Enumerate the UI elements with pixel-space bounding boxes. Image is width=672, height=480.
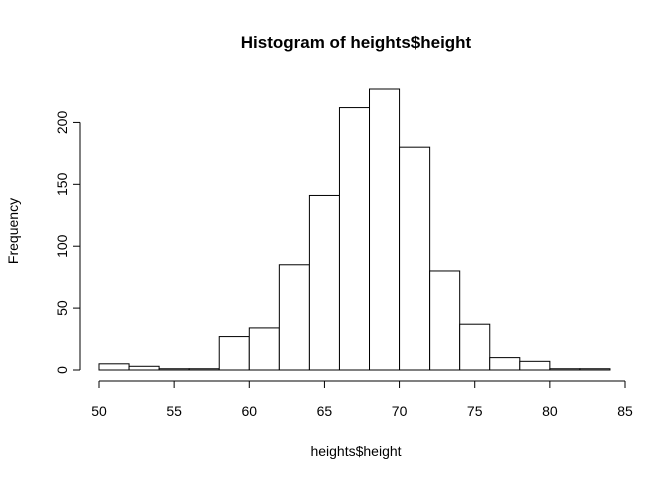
bars-group [98, 88, 611, 371]
x-tick-label: 80 [542, 403, 558, 419]
histogram-bar [519, 360, 551, 371]
x-tick-label: 55 [166, 403, 182, 419]
x-axis-label: heights$height [310, 443, 401, 459]
histogram-bar [549, 368, 581, 371]
x-tick-label: 50 [91, 403, 107, 419]
histogram-bar [98, 363, 130, 371]
histogram-bar [429, 270, 461, 371]
histogram-bar [459, 323, 491, 371]
x-tick-label: 75 [467, 403, 483, 419]
x-tick-label: 60 [241, 403, 257, 419]
y-tick-label: 200 [54, 111, 70, 135]
histogram-bar [158, 368, 190, 371]
x-tick-label: 65 [317, 403, 333, 419]
histogram-bar [399, 146, 431, 371]
histogram-bar [369, 88, 401, 371]
histogram-bar [188, 368, 220, 371]
y-axis: 0 50 100 150 200 [54, 111, 81, 374]
histogram-bar [338, 107, 371, 371]
histogram-bar [248, 327, 280, 371]
histogram-bar [579, 368, 611, 371]
histogram-bar [308, 194, 340, 371]
x-tick-label: 70 [392, 403, 408, 419]
x-axis: 50 55 60 65 70 75 80 85 [91, 380, 633, 419]
x-tick-label: 85 [617, 403, 633, 419]
histogram-bar [128, 365, 160, 371]
y-tick-label: 100 [54, 234, 70, 258]
histogram-bar [489, 357, 521, 371]
y-tick-label: 50 [54, 300, 70, 316]
chart-title: Histogram of heights$height [241, 33, 472, 52]
y-tick-label: 0 [54, 366, 70, 374]
histogram-bar [278, 264, 310, 371]
histogram-bar [218, 336, 250, 371]
y-tick-label: 150 [54, 172, 70, 196]
y-axis-label: Frequency [5, 198, 21, 264]
